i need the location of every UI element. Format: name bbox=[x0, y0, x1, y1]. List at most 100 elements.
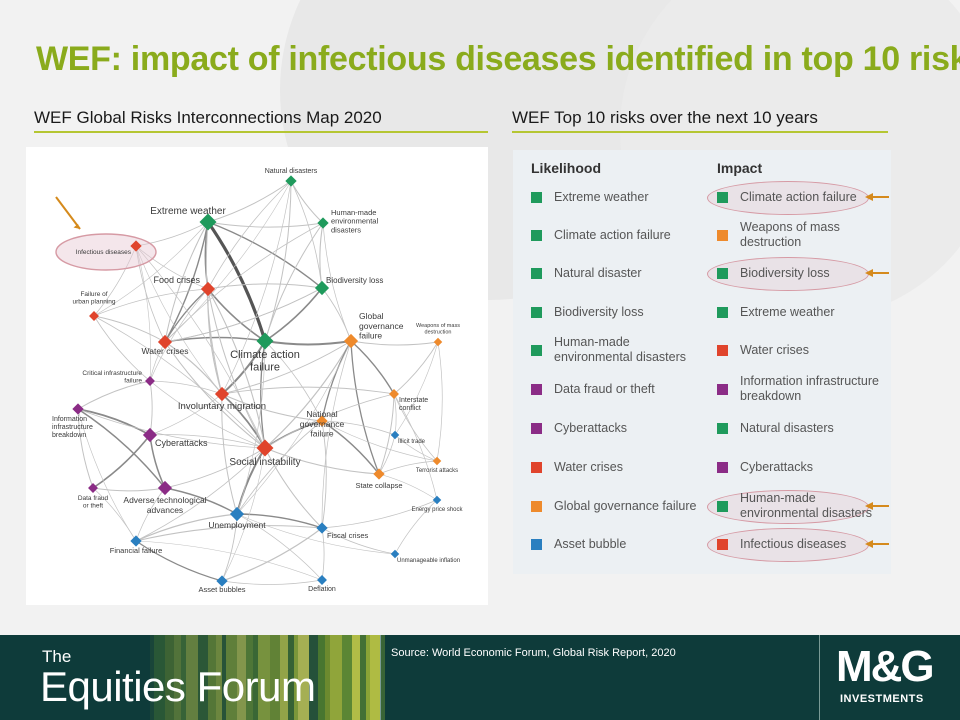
footer-stripe bbox=[298, 635, 309, 720]
network-edge bbox=[207, 288, 223, 395]
footer-stripe bbox=[216, 635, 222, 720]
risk-node bbox=[316, 522, 328, 534]
interconnections-map: Natural disasters Extreme weather Human-ma… bbox=[26, 147, 488, 605]
footer-stripe bbox=[325, 635, 330, 720]
mg-logo-subtitle: INVESTMENTS bbox=[840, 693, 924, 705]
network-edge bbox=[207, 288, 266, 342]
risk-node-label: Financial failure bbox=[110, 546, 163, 555]
network-edge bbox=[236, 340, 266, 515]
network-edge bbox=[207, 221, 324, 228]
category-square-icon bbox=[531, 191, 542, 203]
network-edge bbox=[206, 221, 267, 342]
impact-row: Water crises bbox=[717, 333, 885, 367]
risk-node-label: Extreme weather bbox=[150, 206, 226, 217]
risk-node-label: Adverse technological advances bbox=[123, 495, 206, 515]
risk-node bbox=[343, 333, 359, 349]
risk-label: Climate action failure bbox=[554, 227, 671, 242]
network-edge bbox=[135, 245, 151, 382]
impact-highlight bbox=[707, 257, 869, 291]
footer-stripe bbox=[154, 635, 165, 720]
network-edge bbox=[164, 288, 209, 343]
risk-label: Data fraud or theft bbox=[554, 381, 655, 396]
arrow-head-icon bbox=[73, 224, 80, 229]
category-square-icon bbox=[717, 538, 728, 550]
risk-node-label: Human-made environmental disasters bbox=[331, 208, 378, 234]
network-edge bbox=[135, 513, 238, 542]
footer-stripes bbox=[150, 635, 385, 720]
network-edge bbox=[350, 340, 395, 395]
network-edge bbox=[135, 245, 166, 343]
network-edge bbox=[135, 245, 209, 290]
risk-label: Cyberattacks bbox=[554, 420, 627, 435]
network-edge bbox=[236, 420, 323, 515]
risk-node bbox=[89, 311, 99, 321]
category-square-icon bbox=[531, 538, 542, 550]
risk-node bbox=[214, 386, 230, 402]
footer-stripe bbox=[258, 635, 270, 720]
network-edge bbox=[236, 513, 323, 581]
network-edge bbox=[77, 380, 151, 410]
likelihood-row: Cyberattacks bbox=[531, 411, 709, 445]
network-edge bbox=[321, 287, 352, 342]
network-edge bbox=[164, 336, 266, 343]
risk-node bbox=[316, 415, 328, 427]
network-edge bbox=[393, 341, 439, 395]
network-edge bbox=[149, 393, 223, 436]
network-edge bbox=[93, 315, 151, 382]
network-edge bbox=[135, 540, 223, 582]
arrow-icon bbox=[865, 540, 889, 548]
impact-row: Human-made environmental disasters bbox=[717, 489, 885, 523]
footer-brand-small: The bbox=[42, 647, 72, 666]
footer-stripe bbox=[150, 635, 154, 720]
network-edge bbox=[164, 287, 323, 343]
footer-brand: Equities Forum bbox=[40, 663, 316, 710]
risk-node-label: Weapons of mass destruction bbox=[416, 323, 460, 335]
network-edge bbox=[93, 315, 166, 343]
footer-stripe bbox=[294, 635, 298, 720]
footer-stripe bbox=[253, 635, 258, 720]
risk-label: Natural disaster bbox=[554, 265, 642, 280]
footer-stripe bbox=[366, 635, 370, 720]
footer-stripe bbox=[288, 635, 294, 720]
infectious-highlight bbox=[55, 233, 157, 271]
network-edge bbox=[77, 408, 166, 489]
risk-node-label: Information infrastructure breakdown bbox=[52, 416, 93, 439]
network-edge bbox=[378, 460, 438, 475]
network-edge bbox=[135, 525, 323, 542]
category-square-icon bbox=[531, 267, 542, 279]
network-edge bbox=[149, 288, 209, 382]
network-edge bbox=[350, 340, 439, 346]
network-edge bbox=[236, 340, 352, 515]
likelihood-row: Natural disaster bbox=[531, 256, 709, 290]
risk-node bbox=[157, 480, 173, 496]
map-heading-underline bbox=[34, 131, 488, 133]
network-edge bbox=[207, 180, 292, 290]
category-square-icon bbox=[531, 306, 542, 318]
risk-node-label: Climate action failure bbox=[230, 349, 300, 374]
risk-node bbox=[216, 575, 228, 587]
category-square-icon bbox=[717, 267, 728, 279]
network-edge bbox=[264, 447, 380, 475]
network-edge bbox=[378, 473, 438, 501]
risk-label: Biodiversity loss bbox=[554, 304, 644, 319]
category-square-icon bbox=[717, 422, 728, 434]
risk-node bbox=[432, 456, 442, 466]
risk-label: Infectious diseases bbox=[740, 536, 847, 551]
category-square-icon bbox=[531, 344, 542, 356]
risk-node-label: State collapse bbox=[355, 481, 402, 490]
network-graph: Natural disasters Extreme weather Human-ma… bbox=[52, 168, 464, 594]
risk-node-label: Deflation bbox=[308, 586, 336, 593]
impact-row: Cyberattacks bbox=[717, 450, 885, 484]
network-edge bbox=[236, 447, 266, 515]
risk-node-label: National governance failure bbox=[300, 409, 345, 439]
map-heading: WEF Global Risks Interconnections Map 20… bbox=[34, 108, 382, 127]
footer-stripe bbox=[208, 635, 216, 720]
mg-logo: M&G bbox=[836, 642, 935, 691]
footer-stripe bbox=[280, 635, 288, 720]
footer-stripe bbox=[330, 635, 342, 720]
risk-node bbox=[145, 376, 155, 386]
network-edge bbox=[77, 408, 94, 489]
network-edge bbox=[135, 540, 323, 581]
network-edge bbox=[264, 340, 323, 422]
network-edge bbox=[92, 487, 166, 492]
